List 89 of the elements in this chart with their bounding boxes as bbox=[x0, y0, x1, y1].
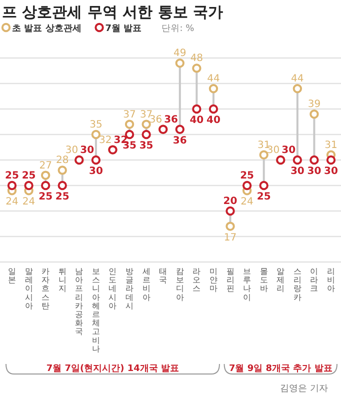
data-label: 27 bbox=[39, 160, 52, 172]
data-label: 44 bbox=[291, 74, 304, 85]
data-label: 35 bbox=[139, 140, 154, 152]
point bbox=[7, 180, 17, 190]
data-label: 30 bbox=[290, 166, 304, 177]
x-tick-label: 필리핀 bbox=[226, 267, 234, 294]
data-label: 30 bbox=[80, 145, 94, 156]
point bbox=[58, 180, 67, 190]
data-label: 25 bbox=[5, 170, 19, 182]
x-tick-label: 스리랑카 bbox=[293, 267, 302, 302]
data-label: 17 bbox=[224, 232, 237, 244]
data-label: 36 bbox=[172, 135, 187, 146]
text: 김영은 기자 bbox=[280, 384, 328, 394]
data-label: 25 bbox=[38, 192, 53, 202]
x-tick-label: 태국 bbox=[159, 267, 168, 285]
x-tick-label: 미얀마 bbox=[209, 267, 218, 294]
data-label: 44 bbox=[207, 74, 220, 85]
data-label: 36 bbox=[164, 114, 178, 126]
x-tick-label: 알제리 bbox=[276, 267, 285, 294]
data-label: 30 bbox=[65, 145, 78, 156]
point bbox=[208, 84, 218, 94]
x-tick-label: 일본 bbox=[8, 267, 16, 285]
point bbox=[142, 130, 151, 140]
x-tick-label: 라오스 bbox=[192, 267, 201, 294]
data-label: 39 bbox=[308, 99, 321, 110]
point bbox=[242, 180, 252, 190]
point bbox=[226, 222, 235, 231]
data-label: 30 bbox=[282, 145, 296, 156]
data-label: 25 bbox=[256, 192, 271, 202]
point bbox=[310, 110, 319, 119]
text: 7월 9일 8개국 추가 발표 bbox=[228, 364, 332, 374]
data-label: 20 bbox=[223, 196, 238, 207]
point bbox=[175, 124, 184, 134]
point bbox=[192, 64, 202, 73]
x-tick-label: 캄보디아 bbox=[176, 267, 184, 302]
point bbox=[310, 155, 319, 165]
point bbox=[292, 155, 302, 165]
category-label: 보스니아헤르체고비나 bbox=[92, 267, 100, 354]
data-label: 25 bbox=[240, 170, 254, 182]
data-label: 35 bbox=[122, 140, 137, 152]
chart-title: 프 상호관세 무역 서한 통보 국가 bbox=[2, 3, 224, 21]
data-label: 40 bbox=[190, 115, 204, 126]
text: 7월 7일(현지시간) 14개국 발표 bbox=[46, 364, 180, 374]
x-tick-label: 몰도바 bbox=[260, 267, 268, 294]
point bbox=[40, 180, 50, 190]
data-label: 48 bbox=[190, 53, 204, 64]
legend-label: 초 발표 상호관세 bbox=[12, 24, 82, 34]
x-tick-label: 남아프리카공화국 bbox=[75, 267, 84, 336]
x-tick-label: 이라크 bbox=[310, 267, 318, 294]
point bbox=[192, 104, 202, 114]
data-label: 37 bbox=[123, 109, 136, 120]
point bbox=[91, 155, 101, 165]
x-tick-label: 인도네시아 bbox=[108, 267, 117, 310]
data-label: 32 bbox=[99, 134, 112, 146]
data-label: 49 bbox=[174, 48, 186, 60]
point bbox=[91, 130, 101, 140]
x-tick-label: 방글라데시 bbox=[126, 267, 134, 310]
data-label: 31 bbox=[324, 140, 338, 151]
data-label: 25 bbox=[55, 192, 70, 202]
legend-label: 7월 발표 bbox=[105, 24, 142, 34]
data-label: 30 bbox=[88, 166, 103, 177]
point bbox=[326, 155, 336, 165]
data-label: 40 bbox=[206, 115, 220, 126]
data-label: 24 bbox=[240, 196, 254, 208]
data-label: 30 bbox=[324, 166, 338, 177]
data-label: 30 bbox=[307, 166, 322, 177]
point bbox=[124, 120, 134, 129]
x-tick-label: 브루나이 bbox=[243, 267, 252, 302]
point bbox=[175, 58, 184, 68]
point bbox=[40, 170, 50, 180]
data-label: 35 bbox=[90, 120, 102, 130]
x-tick-label: 튀니지 bbox=[58, 267, 66, 294]
point bbox=[226, 206, 235, 216]
point bbox=[208, 104, 218, 114]
x-tick-label: 말레이시아 bbox=[24, 267, 33, 310]
text: 단위: % bbox=[162, 24, 195, 34]
data-label: 24 bbox=[6, 196, 18, 208]
point bbox=[142, 120, 151, 129]
data-label: 28 bbox=[56, 155, 69, 166]
data-label: 25 bbox=[22, 170, 36, 182]
point bbox=[259, 180, 268, 190]
data-label: 24 bbox=[22, 196, 36, 208]
point bbox=[259, 150, 268, 160]
x-tick-label: 카자흐스탄 bbox=[42, 267, 50, 310]
point bbox=[24, 180, 34, 190]
point bbox=[58, 166, 67, 175]
x-tick-label: 리비아 bbox=[327, 267, 335, 294]
point bbox=[292, 84, 302, 94]
x-tick-label: 세르비아 bbox=[142, 267, 150, 302]
